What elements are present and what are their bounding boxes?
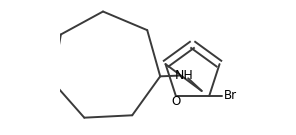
Text: O: O [171, 95, 181, 108]
Text: Br: Br [224, 89, 237, 102]
Text: NH: NH [175, 69, 193, 82]
